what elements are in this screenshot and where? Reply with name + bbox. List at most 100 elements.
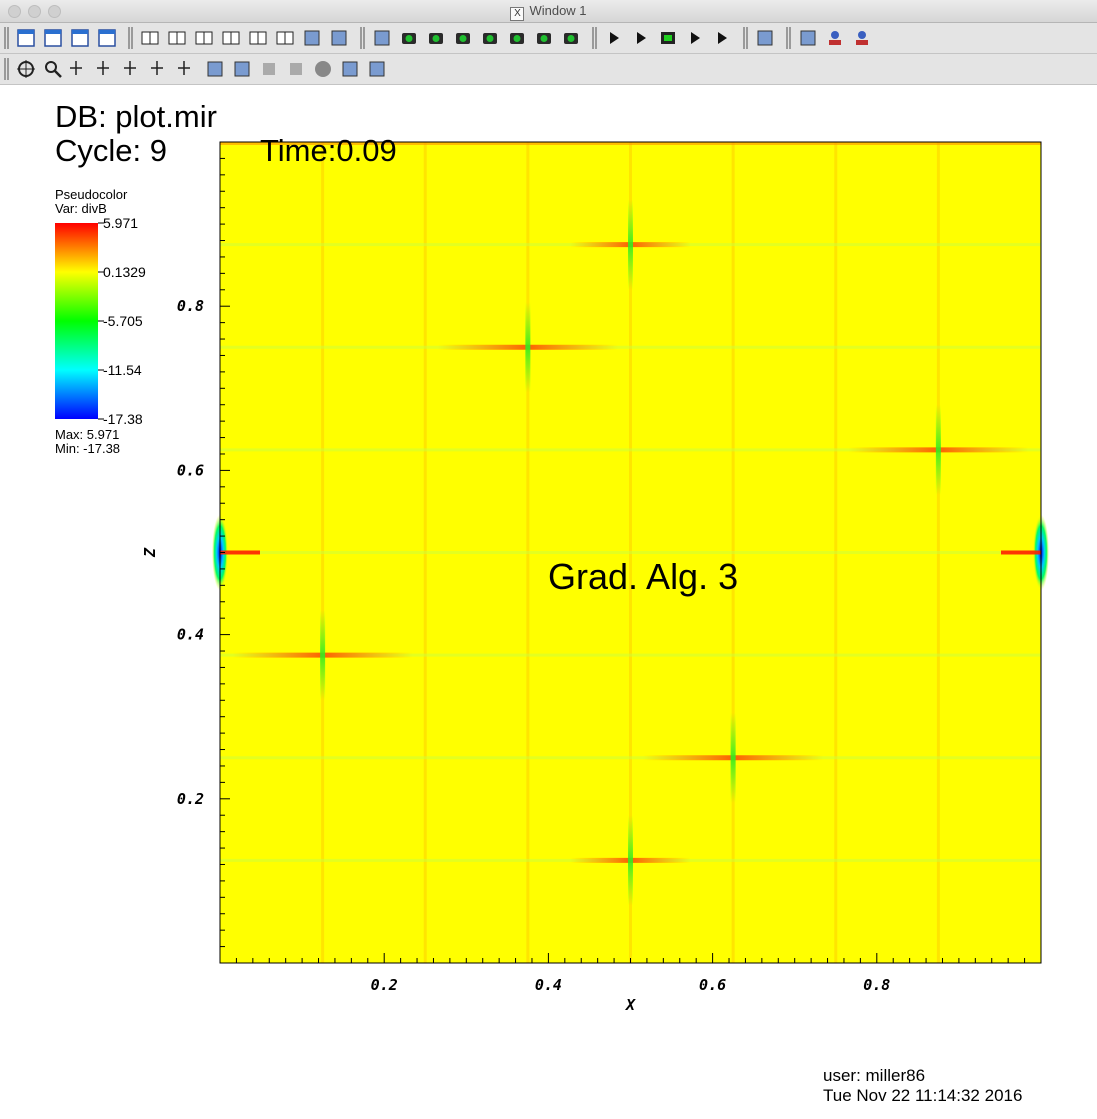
y-axis-label: Z <box>141 547 159 558</box>
colorbar <box>55 223 98 419</box>
zoom-icon[interactable] <box>41 57 65 81</box>
x-axis-label: X <box>624 996 636 1014</box>
date-label: Tue Nov 22 11:14:32 2016 <box>823 1086 1023 1105</box>
save-view-icon[interactable] <box>505 26 529 50</box>
colorbar-tick-label: 5.971 <box>103 215 138 231</box>
heatmap-stripe-vertical <box>321 142 325 963</box>
toolbar-grip[interactable] <box>4 27 9 49</box>
axis-restrict-icon[interactable] <box>338 57 362 81</box>
clone-window-icon[interactable] <box>68 26 92 50</box>
invert-background-icon[interactable] <box>327 26 351 50</box>
spreadsheet-pick-icon[interactable] <box>122 57 146 81</box>
plot-annotation-label: Grad. Alg. 3 <box>548 556 739 597</box>
zone-pick-icon[interactable] <box>68 57 92 81</box>
lineout-icon[interactable] <box>203 57 227 81</box>
minimize-window-icon[interactable] <box>28 5 41 18</box>
heatmap-hotspot-horizontal <box>570 242 691 248</box>
play-icon[interactable] <box>683 26 707 50</box>
colorbar-tick-label: -17.38 <box>103 411 143 427</box>
heatmap-stripe-horizontal <box>220 243 1041 247</box>
heatmap-stripe-vertical <box>526 142 530 963</box>
y-tick-label: 0.2 <box>177 790 204 808</box>
heatmap-hotspot-negative <box>1033 514 1049 591</box>
database-label: DB: plot.mir <box>55 99 217 134</box>
layout-2x3-icon[interactable] <box>219 26 243 50</box>
choose-view-icon[interactable] <box>532 26 556 50</box>
heatmap-stripe-vertical <box>423 142 427 963</box>
lighting-icon[interactable] <box>796 26 820 50</box>
heatmap-stripe-vertical <box>936 142 940 963</box>
heatmap-stripe-horizontal <box>220 448 1041 452</box>
node-pick-icon[interactable] <box>95 57 119 81</box>
heatmap-stripe-horizontal <box>220 345 1041 349</box>
box-tool-icon[interactable] <box>284 57 308 81</box>
window-titlebar: X Window 1 <box>0 0 1097 23</box>
undo-view-icon[interactable] <box>451 26 475 50</box>
lock-view-icon[interactable] <box>559 26 583 50</box>
toolbar-grip[interactable] <box>128 27 133 49</box>
stop-icon[interactable] <box>656 26 680 50</box>
sphere-tool-icon[interactable] <box>311 57 335 81</box>
curve-pick-icon[interactable] <box>176 57 200 81</box>
heatmap-stripe-vertical <box>629 142 632 963</box>
time-label: Time:0.09 <box>260 133 397 168</box>
heatmap-hotspot-vertical <box>320 610 326 701</box>
plane-tool-icon[interactable] <box>257 57 281 81</box>
active-window-icon[interactable] <box>14 26 38 50</box>
heatmap-hotspot-horizontal <box>437 344 618 350</box>
heatmap-hotspot-vertical <box>525 302 531 393</box>
legend-max: Max: 5.971 <box>55 427 120 442</box>
colorbar-tick-label: -11.54 <box>103 362 142 378</box>
cycle-label: Cycle: 9 <box>55 133 167 168</box>
heatmap-stripe-horizontal <box>220 653 1041 657</box>
heatmap-stripe-horizontal <box>220 756 1041 760</box>
layout-2x2-icon[interactable] <box>192 26 216 50</box>
toolbar-grip[interactable] <box>4 58 9 80</box>
heatmap-hotspot-horizontal <box>848 447 1029 453</box>
plot-frame <box>219 141 1042 964</box>
heatmap-hotspot-streak <box>220 550 260 555</box>
layout-1x2-icon[interactable] <box>165 26 189 50</box>
heatmap-hotspot-vertical <box>935 404 941 495</box>
user-label: user: miller86 <box>823 1066 926 1085</box>
navigate-icon[interactable] <box>14 57 38 81</box>
layout-3x2-icon[interactable] <box>246 26 270 50</box>
zoom-window-icon[interactable] <box>48 5 61 18</box>
layout-1x1-icon[interactable] <box>138 26 162 50</box>
window-title: Window 1 <box>529 3 587 18</box>
perspective-icon[interactable] <box>370 26 394 50</box>
step-forward-icon[interactable] <box>710 26 734 50</box>
heatmap-hotspot-horizontal <box>570 857 691 863</box>
delete-window-icon[interactable] <box>95 26 119 50</box>
colorbar-tick-label: 0.1329 <box>103 264 146 280</box>
toolbar-grip[interactable] <box>786 27 791 49</box>
toolbar-grip[interactable] <box>360 27 365 49</box>
heatmap-hotspot-vertical <box>628 199 633 290</box>
x-tick-label: 0.4 <box>535 976 562 994</box>
recenter-icon[interactable] <box>424 26 448 50</box>
reverse-play-icon[interactable] <box>629 26 653 50</box>
lock-time-icon[interactable] <box>823 26 847 50</box>
heatmap-stripe-vertical <box>731 142 735 963</box>
rewind-icon[interactable] <box>602 26 626 50</box>
heatmap-stripe-horizontal <box>220 858 1041 862</box>
x-tick-label: 0.8 <box>863 976 890 994</box>
domain-pick-icon[interactable] <box>149 57 173 81</box>
toolbar-grip[interactable] <box>592 27 597 49</box>
heatmap-stripe-vertical <box>834 142 838 963</box>
line-tool-icon[interactable] <box>230 57 254 81</box>
spin-mode-icon[interactable] <box>300 26 324 50</box>
swap-colors-icon[interactable] <box>753 26 777 50</box>
close-window-icon[interactable] <box>8 5 21 18</box>
x11-icon: X <box>510 7 525 21</box>
lock-tools-icon[interactable] <box>850 26 874 50</box>
layout-3x3-icon[interactable] <box>273 26 297 50</box>
heatmap-hotspot-vertical <box>628 815 633 906</box>
y-tick-label: 0.6 <box>177 461 204 479</box>
point-tool-icon[interactable] <box>365 57 389 81</box>
main-toolbar <box>0 23 1097 54</box>
redo-view-icon[interactable] <box>478 26 502 50</box>
view-reset-icon[interactable] <box>397 26 421 50</box>
toolbar-grip[interactable] <box>743 27 748 49</box>
new-window-icon[interactable] <box>41 26 65 50</box>
